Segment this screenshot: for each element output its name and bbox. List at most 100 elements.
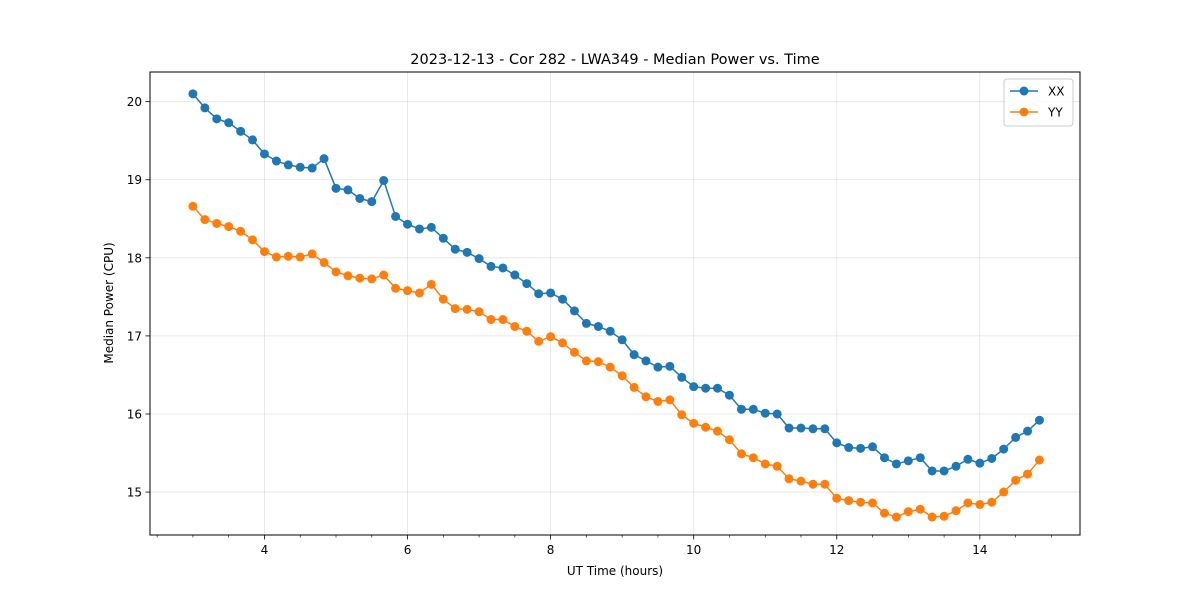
- series-yy-point: [832, 493, 842, 503]
- series-yy-point: [319, 258, 329, 268]
- series-yy-point: [581, 356, 591, 366]
- series-xx-point: [677, 372, 687, 382]
- series-yy-point: [450, 304, 460, 314]
- y-tick-label: 20: [127, 95, 142, 109]
- series-yy-point: [1023, 469, 1033, 479]
- series-yy-point: [498, 315, 508, 325]
- series-xx-point: [522, 279, 532, 289]
- series-yy-point: [355, 273, 365, 283]
- series-xx-point: [748, 404, 758, 414]
- series-yy-point: [486, 315, 496, 325]
- series-yy-point: [987, 497, 997, 507]
- series-xx-point: [283, 160, 293, 170]
- y-axis: 15 16 17 18 19 20: [127, 95, 150, 500]
- series-yy-point: [748, 453, 758, 463]
- series-xx-point: [379, 176, 389, 186]
- series-xx-point: [367, 197, 377, 207]
- series-yy-point: [188, 201, 198, 211]
- x-axis: 4 6 8 10 12 14: [156, 535, 1052, 557]
- series-xx-point: [963, 454, 973, 464]
- plot-frame: [149, 71, 1081, 536]
- series-xx-point: [915, 453, 925, 463]
- x-tick-label: 10: [686, 543, 701, 557]
- series-xx-point: [832, 438, 842, 448]
- x-tick-label: 4: [261, 543, 269, 557]
- series-yy-point: [546, 332, 556, 342]
- y-tick-label: 16: [127, 407, 142, 421]
- series-xx-point: [617, 335, 627, 345]
- series-yy-point: [379, 270, 389, 280]
- series-xx-point: [868, 442, 878, 452]
- series-yy-point: [522, 326, 532, 336]
- series-yy-point: [736, 449, 746, 459]
- x-tick-label: 14: [972, 543, 987, 557]
- series-xx-point: [558, 294, 568, 304]
- legend-yy-marker: [1019, 107, 1029, 117]
- series-yy-point: [927, 512, 937, 522]
- series-yy-point: [939, 511, 949, 521]
- series-yy-point: [689, 418, 699, 428]
- series-xx-point: [569, 306, 579, 316]
- x-axis-label: UT Time (hours): [567, 564, 663, 578]
- series-yy-point: [701, 422, 711, 432]
- series-xx-point: [593, 322, 603, 332]
- series-yy-point: [307, 249, 317, 259]
- series-xx-point: [534, 289, 544, 299]
- series-yy-point: [617, 371, 627, 381]
- series-yy-point: [891, 512, 901, 522]
- series-yy-point: [868, 498, 878, 508]
- series-yy-point: [403, 286, 413, 296]
- series-xx-point: [760, 408, 770, 418]
- series-xx-point: [355, 193, 365, 203]
- series-xx-point: [1034, 415, 1044, 425]
- series-xx-point: [546, 288, 556, 298]
- series-xx-point: [879, 453, 889, 463]
- y-tick-label: 17: [127, 329, 142, 343]
- series-xx-point: [498, 263, 508, 273]
- series-xx-point: [510, 270, 520, 280]
- series-yy-point: [820, 479, 830, 489]
- series-yy-point: [200, 215, 210, 225]
- series-xx-point: [951, 461, 961, 471]
- series-yy-point: [462, 304, 472, 314]
- series-yy-point: [331, 267, 341, 277]
- y-tick-label: 18: [127, 251, 142, 265]
- series-yy-point: [724, 435, 734, 445]
- series-xx-point: [856, 443, 866, 453]
- series-yy: [188, 201, 1044, 522]
- series-yy-point: [915, 504, 925, 514]
- series-xx-point: [999, 444, 1009, 454]
- series-xx-point: [486, 261, 496, 271]
- series-yy-point: [259, 247, 269, 257]
- series-xx-point: [1023, 426, 1033, 436]
- series-yy-point: [474, 307, 484, 317]
- series-yy-point: [236, 226, 246, 236]
- series-yy-point: [629, 382, 639, 392]
- series-xx-point: [188, 89, 198, 99]
- series-xx-point: [307, 163, 317, 173]
- series-yy-point: [1034, 455, 1044, 465]
- series-yy-point: [772, 461, 782, 471]
- series-yy-point: [426, 279, 436, 289]
- series-xx-point: [605, 326, 615, 336]
- series-xx-point: [212, 114, 222, 124]
- series-xx-point: [641, 356, 651, 366]
- series-yy-point: [784, 474, 794, 484]
- series-yy-point: [975, 500, 985, 510]
- series-xx-point: [784, 423, 794, 433]
- series-yy-point: [271, 252, 281, 262]
- series-xx-point: [736, 404, 746, 414]
- series-xx-point: [665, 361, 675, 371]
- series-xx-point: [1011, 432, 1021, 442]
- series-yy-point: [367, 274, 377, 284]
- series-yy-point: [963, 498, 973, 508]
- series-yy-point: [903, 507, 913, 517]
- series-xx-point: [927, 466, 937, 476]
- x-tick-label: 12: [829, 543, 844, 557]
- series-yy-point: [438, 294, 448, 304]
- series-xx-point: [653, 362, 663, 372]
- y-axis-label: Median Power (CPU): [102, 242, 116, 363]
- series-xx-point: [391, 211, 401, 221]
- series-yy-point: [808, 479, 818, 489]
- series-xx-point: [295, 162, 305, 172]
